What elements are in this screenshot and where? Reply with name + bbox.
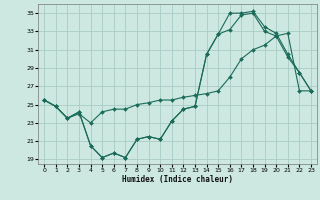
X-axis label: Humidex (Indice chaleur): Humidex (Indice chaleur)	[122, 175, 233, 184]
